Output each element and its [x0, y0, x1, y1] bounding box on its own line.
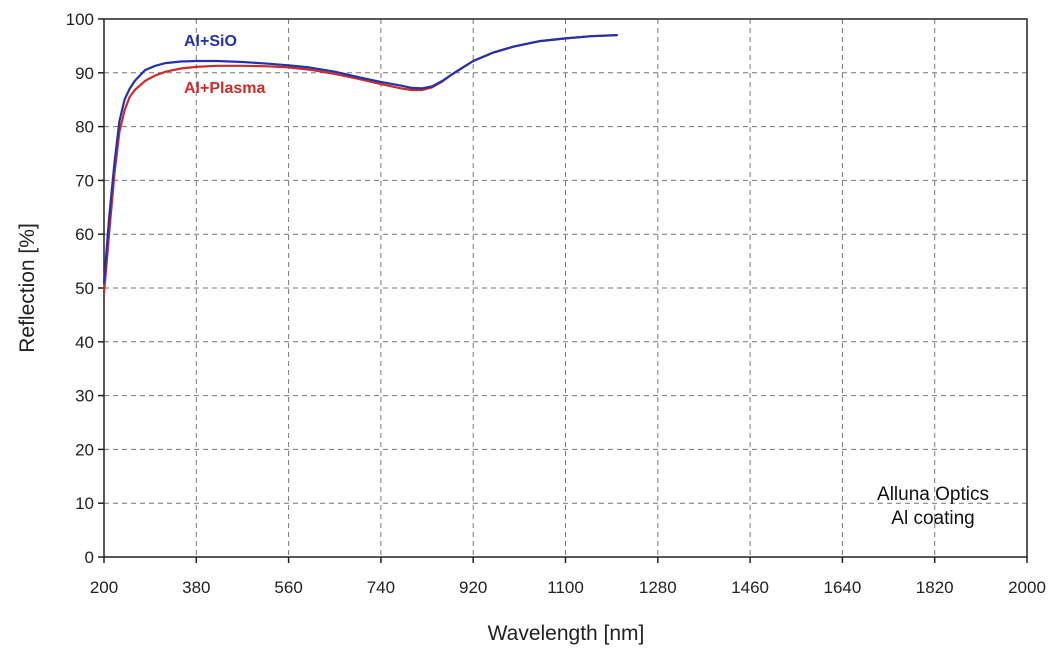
- y-tick-label: 80: [75, 118, 94, 137]
- series-label-al-plasma: Al+Plasma: [184, 80, 265, 97]
- x-tick-label: 380: [182, 578, 210, 597]
- y-tick-label: 0: [85, 548, 94, 567]
- x-tick-label: 920: [459, 578, 487, 597]
- series-line-al-sio: [102, 33, 618, 284]
- x-tick-label: 1640: [823, 578, 861, 597]
- y-tick-label: 90: [75, 64, 94, 83]
- y-axis-title: Reflection [%]: [16, 223, 39, 353]
- y-tick-label: 20: [75, 440, 94, 459]
- y-tick-label: 70: [75, 171, 94, 190]
- y-tick-label: 100: [66, 10, 94, 29]
- x-tick-label: 1100: [547, 578, 584, 597]
- y-tick-label: 30: [75, 387, 94, 406]
- x-tick-label: 1820: [916, 578, 954, 597]
- x-tick-label: 2000: [1008, 578, 1046, 597]
- x-tick-label: 1460: [731, 578, 769, 597]
- series-lines: [102, 33, 618, 295]
- x-tick-label: 1280: [639, 578, 677, 597]
- x-tick-label: 740: [367, 578, 395, 597]
- y-tick-label: 40: [75, 333, 94, 352]
- annotation-company: Alluna Optics: [877, 484, 989, 505]
- x-tick-label: 200: [90, 578, 118, 597]
- x-axis-title: Wavelength [nm]: [488, 622, 645, 645]
- grid: [104, 19, 1027, 557]
- y-tick-label: 60: [75, 225, 94, 244]
- tick-labels: 200 380 560 740 920 1100 1280 1460 1640 1820 2000 0…: [66, 10, 1046, 597]
- y-tick-label: 50: [75, 279, 94, 298]
- annotation-coating: Al coating: [891, 508, 974, 529]
- y-tick-label: 10: [75, 494, 94, 513]
- x-tick-label: 560: [274, 578, 302, 597]
- series-label-al-sio: Al+SiO: [184, 33, 237, 50]
- series-line-al-plasma: [102, 33, 618, 295]
